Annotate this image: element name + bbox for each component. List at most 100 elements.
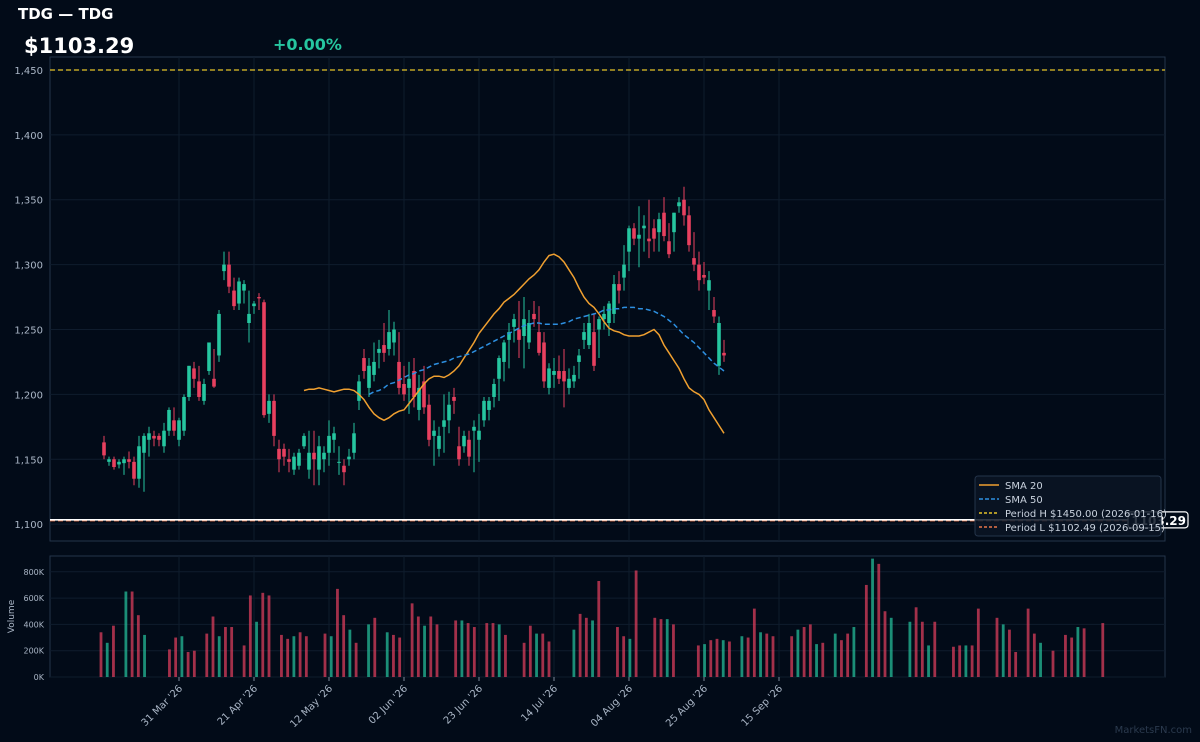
candle-body	[207, 342, 211, 372]
candle	[477, 413, 481, 462]
candle-body	[392, 329, 396, 343]
candle-body	[337, 461, 341, 463]
volume-bar	[454, 620, 458, 677]
candle	[717, 316, 721, 375]
volume-axis-label: Volume	[7, 599, 17, 633]
candle-body	[142, 435, 146, 453]
candle	[702, 262, 706, 285]
volume-bar	[423, 625, 426, 677]
candle-body	[687, 215, 691, 246]
volume-bar	[367, 624, 370, 677]
volume-bar	[815, 644, 818, 677]
candle	[397, 332, 401, 395]
volume-bar	[1001, 624, 1005, 677]
volume-bar	[460, 620, 464, 677]
candle	[537, 306, 541, 356]
volume-bar	[217, 636, 221, 677]
candle	[437, 426, 441, 457]
candle-body	[327, 435, 331, 453]
volume-bar	[995, 617, 999, 677]
candle-body	[192, 368, 196, 379]
candle-body	[317, 446, 321, 470]
candle	[187, 365, 191, 401]
candle-body	[502, 342, 506, 362]
candle	[262, 299, 266, 418]
candle	[632, 223, 636, 246]
candle-body	[292, 456, 296, 470]
candle-body	[662, 212, 666, 237]
price-tick-label: 1,150	[14, 455, 43, 466]
candle-body	[632, 228, 636, 239]
candle	[182, 394, 186, 436]
candle-body	[162, 430, 166, 447]
volume-bar	[485, 623, 489, 677]
candle	[302, 433, 306, 449]
candle-body	[232, 290, 236, 307]
volume-bar	[398, 637, 402, 677]
volume-bar	[883, 611, 887, 677]
x-tick-label: 25 Aug '26	[664, 683, 710, 729]
candle	[377, 339, 381, 369]
candle	[337, 446, 341, 475]
candle	[317, 435, 321, 486]
candle	[342, 459, 346, 486]
candle	[252, 300, 256, 314]
candle-body	[722, 352, 726, 356]
candle-body	[382, 345, 386, 353]
candle-body	[117, 461, 121, 465]
volume-bar	[653, 617, 657, 677]
volume-bar	[497, 624, 501, 677]
volume-bar	[211, 616, 215, 677]
volume-bar	[933, 621, 937, 677]
volume-bar	[410, 603, 414, 677]
volume-bar	[597, 580, 601, 677]
sma20-line	[303, 253, 725, 434]
volume-tick-label: 0K	[34, 673, 45, 682]
candle	[232, 277, 236, 311]
candle-body	[427, 404, 431, 440]
candle-body	[537, 332, 541, 353]
candle	[587, 313, 591, 349]
volume-bar	[622, 636, 626, 677]
candle	[112, 456, 116, 470]
candle	[362, 348, 366, 379]
candle-body	[557, 371, 561, 379]
volume-bar	[970, 645, 974, 677]
candle	[402, 365, 406, 401]
candle	[407, 361, 411, 414]
candle	[127, 451, 131, 469]
candle	[267, 394, 271, 423]
candle-body	[102, 442, 106, 456]
volume-bar	[740, 636, 744, 677]
candle-body	[312, 452, 316, 460]
candle	[682, 186, 686, 226]
sma50-line	[368, 306, 725, 396]
candle-body	[157, 435, 161, 440]
volume-bar	[578, 613, 582, 677]
x-tick-label: 21 Apr '26	[216, 683, 260, 727]
volume-bar	[871, 558, 874, 677]
volume-bar	[976, 608, 980, 677]
volume-bar	[105, 642, 109, 677]
candle-body	[257, 297, 261, 299]
candle-body	[107, 459, 111, 462]
candle	[512, 313, 516, 343]
candle-body	[362, 358, 366, 372]
volume-tick-label: 800K	[23, 568, 44, 577]
candle	[257, 293, 261, 311]
candle-body	[607, 303, 611, 324]
volume-bar	[1039, 642, 1042, 677]
candle-body	[612, 284, 616, 314]
candle-body	[492, 383, 496, 397]
x-tick-label: 15 Sep '26	[740, 683, 786, 729]
volume-bar	[205, 633, 209, 677]
candle	[132, 456, 136, 486]
candle	[237, 277, 241, 311]
volume-bar	[584, 617, 588, 677]
candle	[292, 452, 296, 475]
volume-bar	[504, 634, 507, 677]
volume-bar	[958, 645, 962, 677]
candle	[647, 199, 651, 259]
candle	[207, 342, 211, 375]
